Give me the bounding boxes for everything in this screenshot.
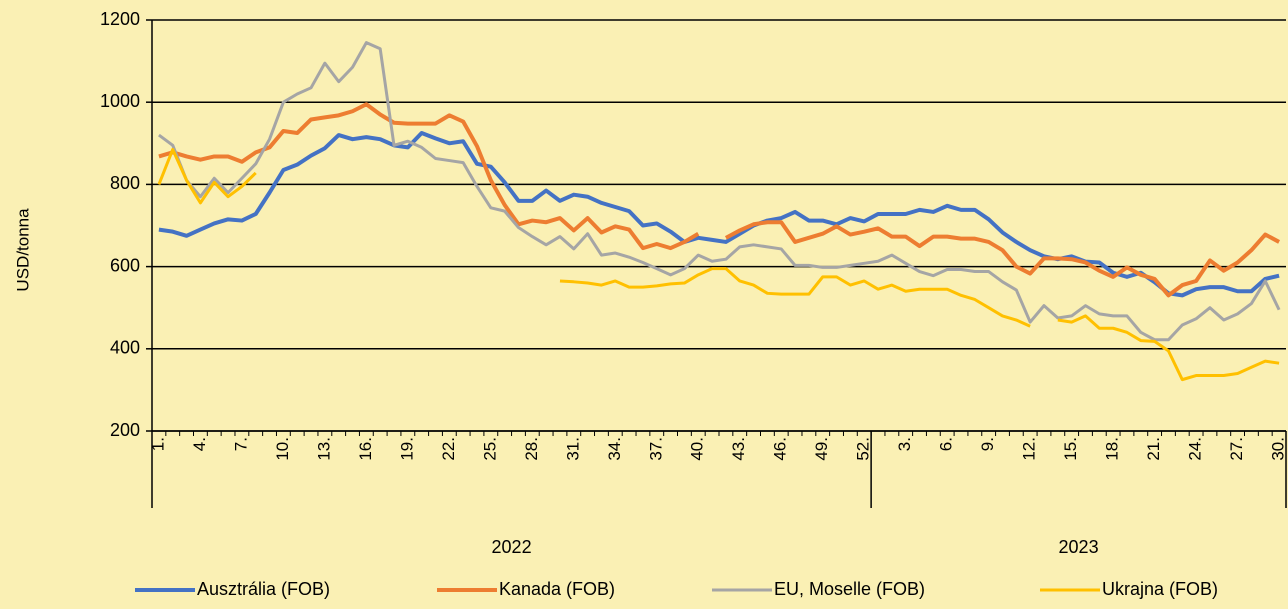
legend-label: Ausztrália (FOB) (197, 579, 330, 599)
y-tick-label: 1200 (100, 9, 140, 29)
x-tick-label: 43. (729, 437, 748, 461)
y-tick-label: 600 (110, 255, 140, 275)
x-tick-label: 6. (937, 437, 956, 451)
x-tick-label: 16. (356, 437, 375, 461)
series-line (158, 131, 1280, 298)
y-tick-label: 400 (110, 338, 140, 358)
legend-label: EU, Moselle (FOB) (774, 579, 925, 599)
x-tick-label: 21. (1144, 437, 1163, 461)
x-tick-label: 13. (314, 437, 333, 461)
x-tick-label: 1. (148, 437, 167, 451)
x-tick-label: 27. (1227, 437, 1246, 461)
x-tick-label: 3. (895, 437, 914, 451)
legend-label: Ukrajna (FOB) (1102, 579, 1218, 599)
x-tick-label: 25. (480, 437, 499, 461)
x-tick-label: 4. (190, 437, 209, 451)
x-tick-label: 34. (605, 437, 624, 461)
x-tick-label: 24. (1186, 437, 1205, 461)
x-tick-label: 31. (563, 437, 582, 461)
x-tick-label: 18. (1103, 437, 1122, 461)
group-label: 2023 (1059, 537, 1099, 557)
y-axis-label: USD/tonna (13, 208, 32, 292)
x-tick-label: 46. (771, 437, 790, 461)
legend-label: Kanada (FOB) (499, 579, 615, 599)
x-tick-label: 40. (688, 437, 707, 461)
series-line (559, 267, 1031, 328)
x-tick-label: 12. (1020, 437, 1039, 461)
x-tick-label: 9. (978, 437, 997, 451)
x-tick-label: 10. (273, 437, 292, 461)
x-tick-label: 15. (1061, 437, 1080, 461)
series-line (1057, 314, 1280, 382)
x-tick-label: 52. (854, 437, 873, 461)
series-line (158, 102, 700, 251)
series-line (158, 41, 1281, 342)
y-tick-label: 200 (110, 420, 140, 440)
y-tick-label: 1000 (100, 91, 140, 111)
x-tick-label: 49. (812, 437, 831, 461)
series-line (157, 147, 257, 205)
x-tick-label: 28. (522, 437, 541, 461)
x-tick-label: 22. (439, 437, 458, 461)
series-line (724, 220, 1281, 298)
x-tick-label: 30. (1269, 437, 1288, 461)
y-tick-label: 800 (110, 173, 140, 193)
x-tick-label: 37. (646, 437, 665, 461)
x-tick-label: 19. (397, 437, 416, 461)
group-label: 2022 (492, 537, 532, 557)
x-tick-label: 7. (231, 437, 250, 451)
